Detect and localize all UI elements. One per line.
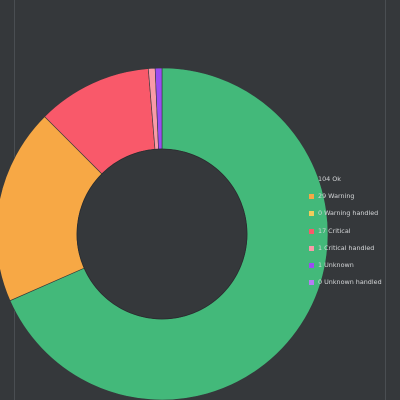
- legend-swatch: [309, 280, 314, 286]
- legend-swatch: [309, 211, 314, 217]
- legend-item[interactable]: 0 Warning handled: [309, 208, 397, 225]
- legend-swatch: [309, 262, 314, 268]
- legend-item[interactable]: 104 Ok: [309, 174, 397, 191]
- legend-swatch: [309, 228, 314, 234]
- legend-label: 1 Unknown: [318, 260, 354, 269]
- legend-label: 0 Warning handled: [318, 209, 379, 218]
- legend-label: 0 Unknown handled: [318, 278, 382, 287]
- legend-label: 17 Critical: [318, 226, 351, 235]
- legend-item[interactable]: 29 Warning: [309, 191, 397, 208]
- legend-item[interactable]: 17 Critical: [309, 226, 397, 243]
- legend-item[interactable]: 0 Unknown handled: [309, 277, 397, 294]
- donut-hole: [76, 148, 248, 320]
- legend-label: 29 Warning: [318, 192, 355, 201]
- legend-swatch: [309, 177, 314, 182]
- legend-swatch: [309, 194, 314, 200]
- legend-swatch: [309, 245, 314, 251]
- legend-item[interactable]: 1 Unknown: [309, 260, 397, 277]
- legend-item[interactable]: 1 Critical handled: [309, 243, 397, 260]
- chart-legend: 104 Ok 29 Warning 0 Warning handled 17 Crit…: [309, 174, 397, 294]
- legend-label: 1 Critical handled: [318, 243, 375, 252]
- legend-label: 104 Ok: [318, 175, 341, 183]
